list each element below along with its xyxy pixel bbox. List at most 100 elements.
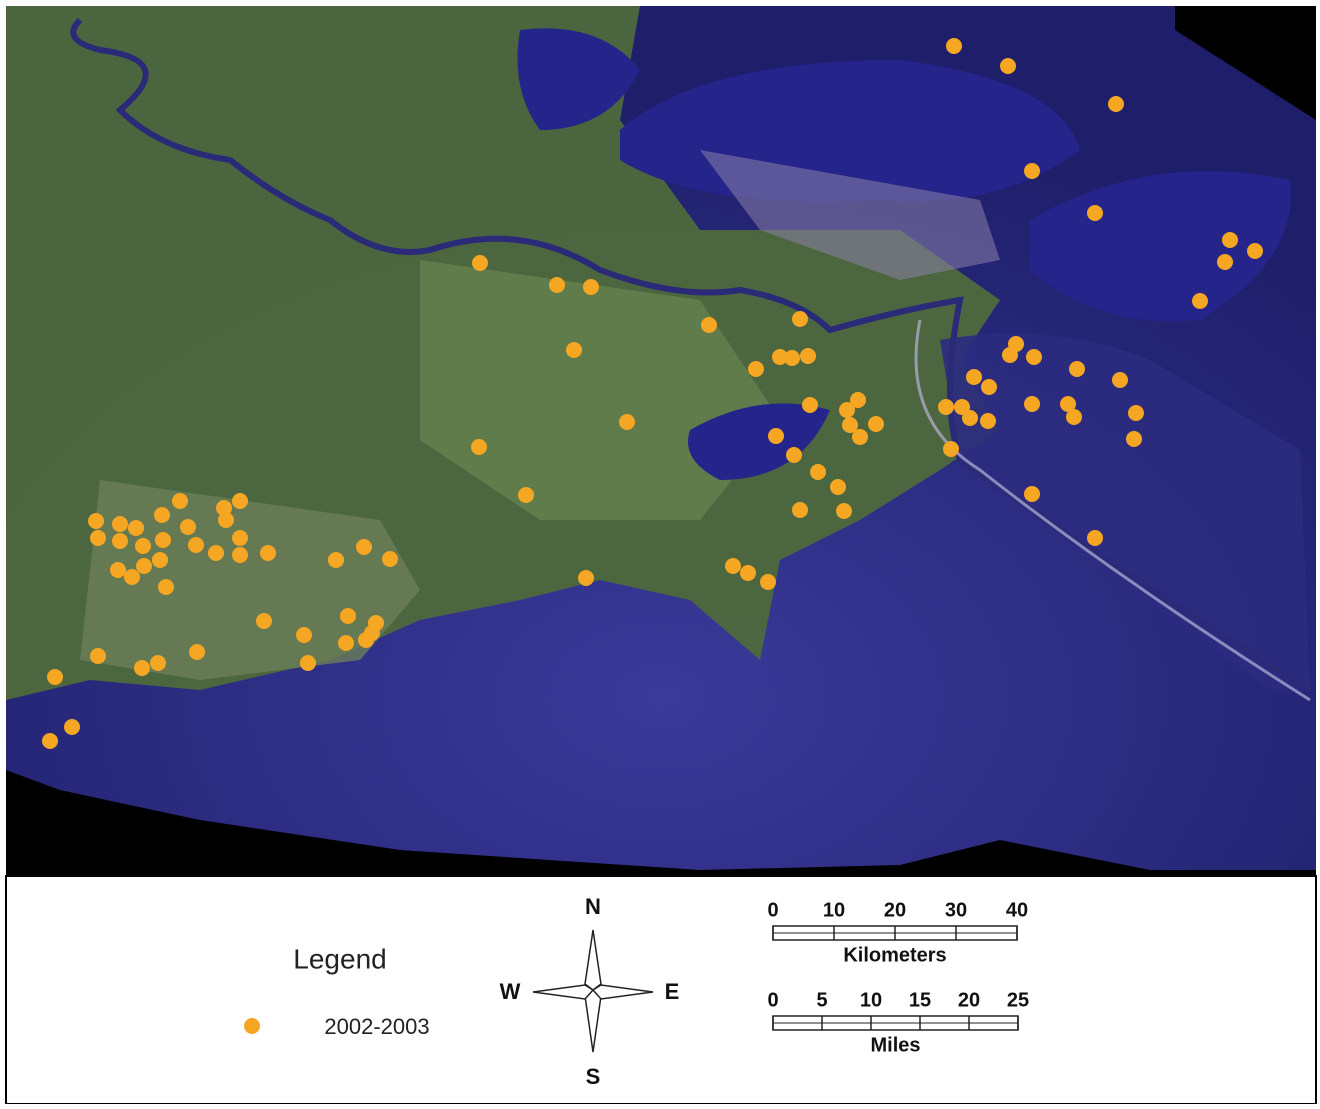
scale-tick-label: 20 xyxy=(958,989,980,1011)
site-marker xyxy=(800,348,816,364)
site-marker xyxy=(300,655,316,671)
site-marker xyxy=(792,311,808,327)
site-marker xyxy=(583,279,599,295)
site-marker xyxy=(1002,347,1018,363)
site-marker xyxy=(208,545,224,561)
site-marker xyxy=(850,392,866,408)
site-marker xyxy=(784,350,800,366)
site-marker xyxy=(364,625,380,641)
site-marker xyxy=(356,539,372,555)
site-marker xyxy=(232,493,248,509)
scale-unit: Miles xyxy=(870,1034,920,1056)
site-marker xyxy=(748,361,764,377)
site-marker xyxy=(90,530,106,546)
compass-rose xyxy=(532,929,654,1053)
site-marker xyxy=(1024,163,1040,179)
legend-panel xyxy=(5,875,1317,1105)
site-marker xyxy=(1024,396,1040,412)
site-marker xyxy=(260,545,276,561)
site-marker xyxy=(232,547,248,563)
scale-tick-label: 15 xyxy=(909,989,931,1011)
site-marker xyxy=(150,655,166,671)
site-marker xyxy=(1222,232,1238,248)
site-marker xyxy=(1128,405,1144,421)
site-marker xyxy=(1026,349,1042,365)
site-marker xyxy=(256,613,272,629)
site-marker xyxy=(124,569,140,585)
site-marker xyxy=(566,342,582,358)
site-marker xyxy=(216,500,232,516)
site-marker xyxy=(296,627,312,643)
site-marker xyxy=(518,487,534,503)
site-marker xyxy=(1217,254,1233,270)
site-marker xyxy=(1247,243,1263,259)
site-marker xyxy=(1192,293,1208,309)
site-marker xyxy=(830,479,846,495)
site-marker xyxy=(1087,530,1103,546)
site-marker xyxy=(136,558,152,574)
scale-tick-label: 20 xyxy=(884,899,906,921)
site-marker xyxy=(1087,205,1103,221)
site-marker xyxy=(619,414,635,430)
site-marker xyxy=(172,493,188,509)
satellite-image xyxy=(6,6,1316,876)
site-marker xyxy=(549,277,565,293)
site-marker xyxy=(232,530,248,546)
site-marker xyxy=(786,447,802,463)
site-marker xyxy=(112,533,128,549)
site-marker xyxy=(1066,409,1082,425)
site-marker xyxy=(112,516,128,532)
site-marker xyxy=(962,410,978,426)
site-marker xyxy=(852,429,868,445)
site-marker xyxy=(154,507,170,523)
site-marker xyxy=(158,579,174,595)
site-marker xyxy=(189,644,205,660)
site-marker xyxy=(1024,486,1040,502)
site-marker xyxy=(328,552,344,568)
site-marker xyxy=(1060,396,1076,412)
site-marker xyxy=(842,417,858,433)
scale-unit: Kilometers xyxy=(843,944,946,966)
site-marker xyxy=(180,519,196,535)
scale-tick-label: 10 xyxy=(860,989,882,1011)
site-marker xyxy=(740,565,756,581)
scale-tick-label: 25 xyxy=(1007,989,1029,1011)
site-marker xyxy=(772,349,788,365)
site-marker xyxy=(64,719,80,735)
site-marker xyxy=(88,513,104,529)
scale-tick-label: 0 xyxy=(767,899,778,921)
site-marker xyxy=(135,538,151,554)
site-marker xyxy=(1000,58,1016,74)
legend-title: Legend xyxy=(293,943,386,974)
site-marker xyxy=(1112,372,1128,388)
site-marker xyxy=(128,520,144,536)
site-marker xyxy=(980,413,996,429)
site-marker xyxy=(768,428,784,444)
site-marker xyxy=(471,439,487,455)
scale-tick-label: 30 xyxy=(945,899,967,921)
site-marker xyxy=(954,399,970,415)
sample-sites xyxy=(42,38,1263,749)
site-marker xyxy=(701,317,717,333)
site-marker xyxy=(110,562,126,578)
site-marker xyxy=(760,574,776,590)
site-marker xyxy=(802,397,818,413)
site-marker xyxy=(42,733,58,749)
legend-marker xyxy=(244,1018,260,1034)
site-marker xyxy=(155,532,171,548)
site-marker xyxy=(1108,96,1124,112)
site-marker xyxy=(340,608,356,624)
scale-tick-label: 0 xyxy=(767,989,778,1011)
site-marker xyxy=(725,558,741,574)
site-marker xyxy=(966,369,982,385)
site-marker xyxy=(188,537,204,553)
site-marker xyxy=(792,502,808,518)
site-marker xyxy=(152,552,168,568)
site-marker xyxy=(578,570,594,586)
scale-tick-label: 40 xyxy=(1006,899,1028,921)
scale-tick-label: 10 xyxy=(823,899,845,921)
site-marker xyxy=(868,416,884,432)
site-marker xyxy=(472,255,488,271)
